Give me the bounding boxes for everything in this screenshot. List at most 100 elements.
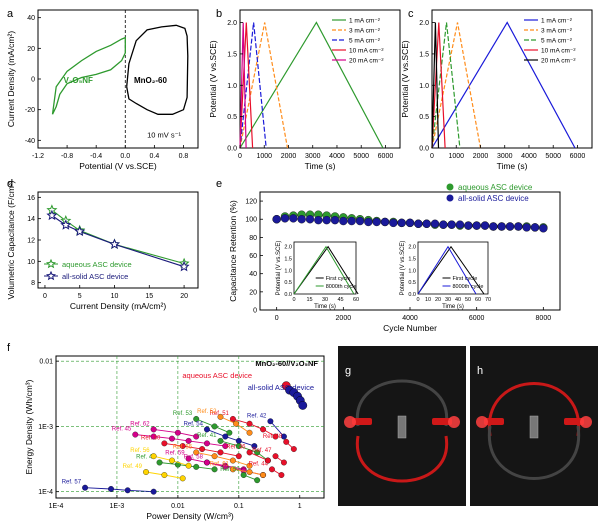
- photo-g-led-glow: [344, 416, 356, 428]
- panel-f-ref-point: [211, 453, 218, 460]
- panel-c-xtick-label: 2000: [473, 153, 489, 160]
- panel-e-data-point: [330, 215, 340, 225]
- panel-e-inset-xtick-label: 30: [445, 297, 451, 303]
- panel-f-ref-point: [246, 449, 253, 456]
- panel-c-ytick-label: 0.0: [419, 146, 429, 153]
- panel-f-ref-point: [185, 462, 192, 469]
- panel-f-ref-point: [211, 423, 218, 430]
- panel-f-ref-point: [246, 469, 253, 475]
- panel-f-ref-point: [235, 437, 242, 444]
- panel-c-legend-label: 3 mA cm⁻²: [541, 28, 573, 35]
- panel-c-ytick-label: 0.5: [419, 114, 429, 121]
- panel-a-xtick-label: -1.2: [32, 153, 44, 160]
- panel-b-gcd-curve: [239, 22, 247, 149]
- panel-b-frame: [239, 9, 401, 149]
- panel-f-ref-label: Ref. 54: [184, 421, 204, 427]
- panel-f-frame: [55, 355, 325, 499]
- panel-f-ref-label: Ref. 43: [136, 454, 156, 460]
- photo-h-clip: [564, 418, 584, 425]
- panel-e-inset-curve: [293, 245, 359, 295]
- panel-e-xlabel: Cycle Number: [383, 323, 437, 333]
- panel-d-legend-marker: [46, 258, 56, 269]
- panel-b-ytick-label: 0.0: [227, 146, 237, 153]
- panel-e-data-point: [447, 220, 456, 229]
- panel-e-inset-ytick-label: 0.5: [284, 280, 292, 286]
- panel-f-xtick-label: 0.01: [171, 503, 185, 510]
- panel-c-ytick-label: 1.5: [419, 51, 429, 58]
- panel-f-ref-point: [254, 477, 261, 484]
- panel-f-xlabel: Power Density (W/cm³): [146, 511, 234, 521]
- panel-d-data-point: [46, 209, 58, 221]
- panel-f-ref-point: [217, 437, 224, 444]
- panel-b-legend-label: 1 mA cm⁻²: [349, 18, 381, 25]
- panel-f-ref-point: [246, 420, 253, 427]
- panel-a-ylabel: Current Density (mA/cm²): [6, 31, 16, 128]
- panel-e-ytick-label: 20: [249, 289, 257, 296]
- panel-e-data-point: [405, 218, 415, 228]
- photo-h-led-glow: [476, 416, 488, 428]
- panel-e-inset-xtick-label: 45: [337, 297, 343, 303]
- panel-c-gcd-curve: [431, 21, 576, 149]
- panel-f-ylabel: Energy Density (Wh/cm³): [24, 379, 34, 474]
- panel-e-inset-ytick-label: 0.5: [408, 280, 416, 286]
- panel-d-ytick-label: 8: [31, 280, 35, 287]
- panel-e-data-point: [397, 218, 406, 228]
- panel-f-ref-point: [246, 429, 253, 436]
- panel-f-ref-point: [150, 488, 157, 495]
- panel-f-ref-point: [278, 472, 285, 478]
- panel-c-ylabel: Potential (V vs.SCE): [400, 40, 410, 118]
- panel-b-legend-label: 20 mA cm⁻²: [349, 58, 384, 65]
- panel-d-legend-label: aqueous ASC device: [62, 260, 132, 269]
- panel-f-ref-point: [272, 453, 279, 460]
- panel-label-c: c: [408, 8, 414, 20]
- panel-f-ref-point: [82, 484, 89, 491]
- panel-e-data-point: [505, 222, 515, 231]
- panel-f-ref-line: [220, 440, 269, 461]
- panel-f-ref-label: Ref. 51: [210, 411, 230, 417]
- panel-e-data-point: [464, 221, 473, 230]
- panel-f-ref-point: [272, 433, 279, 440]
- panel-e-inset-ytick-label: 2.0: [408, 245, 416, 251]
- panel-f-ref-point: [251, 443, 258, 450]
- panel-a-cv-curve: [51, 36, 126, 115]
- panel-f-annotation: aqueous ASC device: [182, 371, 252, 380]
- panel-f-ref-point: [290, 446, 297, 453]
- photo-g-device: [397, 415, 407, 439]
- panel-f-ref-point: [226, 429, 233, 436]
- panel-f-ref-label: Ref. 49: [123, 464, 143, 470]
- panel-d-series-line: [51, 209, 185, 265]
- panel-e-xtick-label: 0: [275, 315, 279, 322]
- panel-f-xtick-label: 0.1: [234, 503, 244, 510]
- panel-f-ref-point: [185, 437, 192, 444]
- panel-e-inset-curve: [293, 245, 355, 295]
- panel-label-a: a: [7, 8, 14, 20]
- panel-f-ref-point: [260, 426, 267, 433]
- panel-e-inset-xtick-label: 20: [435, 297, 441, 303]
- panel-b-ytick-label: 1.0: [227, 83, 237, 90]
- panel-d-xtick-label: 0: [43, 293, 47, 300]
- panel-e-legend-label: aqueous ASC device: [458, 183, 533, 192]
- panel-f-ref-point: [283, 438, 290, 445]
- panel-d-data-point: [60, 219, 72, 230]
- panel-c-frame: [431, 9, 593, 149]
- panel-c-xtick-label: 6000: [570, 153, 586, 160]
- panel-f-ref-label: Ref. 53: [173, 411, 193, 417]
- panel-f-annotation: all-solid ASC device: [248, 383, 314, 392]
- panel-e-inset-ytick-label: 2.0: [284, 245, 292, 251]
- panel-e-data-point: [355, 216, 365, 226]
- panel-f-ref-line: [249, 451, 269, 461]
- panel-f-ref-point: [161, 440, 168, 447]
- panel-a-annotation: MnO₂-60: [134, 76, 167, 85]
- panels-layer: V₂O₅NF MnO₂-60 10 mV s⁻¹ -1.2 -0.8 -0.4 0.0 0.4…: [6, 8, 598, 521]
- panel-e-data-point: [347, 216, 356, 226]
- panel-f-ref-point: [280, 433, 287, 440]
- panel-f-ref-point: [150, 453, 157, 460]
- panel-f-ref-point: [185, 455, 192, 462]
- panel-e-ytick-label: 80: [249, 235, 257, 242]
- panel-c-xtick-label: 4000: [521, 153, 537, 160]
- panel-e-xtick-label: 8000: [536, 315, 552, 322]
- panel-e-data-point: [539, 224, 548, 233]
- panel-e-ytick-label: 40: [249, 271, 257, 278]
- panel-a-xtick-label: 0.0: [120, 153, 130, 160]
- panel-f-ref-point: [179, 475, 186, 482]
